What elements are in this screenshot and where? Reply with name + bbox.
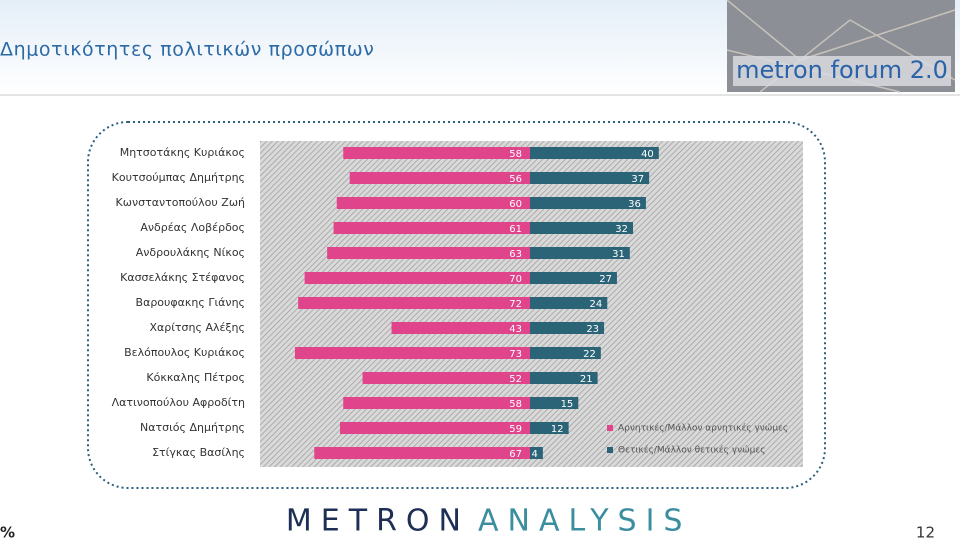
- category-label: Ανδρουλάκης Νίκος: [136, 246, 245, 259]
- bar: [530, 322, 605, 334]
- bar: [530, 422, 569, 434]
- bar: [530, 372, 598, 384]
- category-label: Ανδρέας Λοβέρδος: [140, 221, 245, 234]
- value-label: 12: [551, 424, 564, 435]
- legend-swatch: [607, 447, 613, 453]
- value-label: 59: [509, 424, 522, 435]
- value-label: 52: [509, 374, 522, 385]
- value-label: 70: [509, 274, 522, 285]
- bar: [391, 322, 530, 334]
- category-label: Χαρίτσης Αλέξης: [149, 321, 245, 334]
- value-label: 31: [612, 249, 625, 260]
- category-label: Λατινοπούλου Αφροδίτη: [112, 396, 245, 409]
- bar: [530, 222, 634, 234]
- unit-label: %: [0, 524, 15, 542]
- value-label: 37: [631, 174, 644, 185]
- bar: [349, 172, 530, 184]
- value-label: 58: [509, 149, 522, 160]
- value-label: 40: [641, 149, 654, 160]
- value-label: 72: [509, 299, 522, 310]
- value-label: 15: [561, 399, 574, 410]
- value-label: 67: [509, 449, 522, 460]
- bar: [333, 222, 530, 234]
- brand-first: METRON: [286, 504, 470, 539]
- category-label: Μητσοτάκης Κυριάκος: [120, 146, 245, 159]
- logo-text: metron forum 2.0: [736, 56, 948, 84]
- value-label: 4: [532, 449, 538, 460]
- value-label: 22: [583, 349, 596, 360]
- chart-frame: [87, 121, 826, 489]
- value-label: 60: [509, 199, 522, 210]
- bar: [304, 272, 530, 284]
- bar: [336, 197, 530, 209]
- bar: [530, 197, 646, 209]
- bar: [530, 397, 579, 409]
- logo: metron forum 2.0: [726, 0, 956, 93]
- category-label: Κόκκαλης Πέτρος: [146, 371, 245, 384]
- bar: [530, 172, 650, 184]
- value-label: 63: [509, 249, 522, 260]
- brand-second: ANALYSIS: [478, 504, 691, 539]
- bar: [530, 447, 543, 459]
- page-number: 12: [916, 524, 935, 542]
- value-label: 43: [509, 324, 522, 335]
- bar: [530, 297, 608, 309]
- value-label: 21: [580, 374, 593, 385]
- category-label: Κασσελάκης Στέφανος: [120, 271, 245, 284]
- value-label: 56: [509, 174, 522, 185]
- value-label: 73: [509, 349, 522, 360]
- bar: [530, 147, 659, 159]
- legend-label: Θετικές/Μάλλον θετικές γνώμες: [618, 445, 766, 456]
- value-label: 58: [509, 399, 522, 410]
- logo-plate: [733, 56, 951, 86]
- value-label: 24: [590, 299, 603, 310]
- bar: [362, 372, 530, 384]
- legend-label: Αρνητικές/Μάλλον αρνητικές γνώμες: [618, 423, 788, 434]
- category-label: Κουτσούμπας Δημήτρης: [112, 171, 245, 184]
- category-label: Βελόπουλος Κυριάκος: [124, 346, 245, 359]
- bar: [530, 247, 630, 259]
- bar: [530, 272, 617, 284]
- bar: [340, 422, 530, 434]
- value-label: 61: [509, 224, 522, 235]
- bar: [343, 147, 530, 159]
- chart: Μητσοτάκης Κυριάκος 58 40 Κουτσούμπας Δημήτ…: [112, 146, 789, 460]
- bar: [298, 297, 530, 309]
- value-label: 36: [628, 199, 641, 210]
- category-label: Κωνσταντοπούλου Ζωή: [116, 196, 245, 209]
- bar: [294, 347, 530, 359]
- slide-title: Δημοτικότητες πολιτικών προσώπων: [0, 39, 374, 61]
- category-label: Νατσιός Δημήτρης: [140, 421, 245, 434]
- value-label: 23: [586, 324, 599, 335]
- bar: [327, 247, 530, 259]
- legend-swatch: [607, 425, 613, 431]
- value-label: 27: [599, 274, 612, 285]
- bar: [530, 347, 601, 359]
- bar: [314, 447, 530, 459]
- value-label: 32: [615, 224, 628, 235]
- category-label: Στίγκας Βασίλης: [152, 446, 245, 459]
- bar: [343, 397, 530, 409]
- category-label: Βαρουφακης Γιάνης: [136, 296, 245, 309]
